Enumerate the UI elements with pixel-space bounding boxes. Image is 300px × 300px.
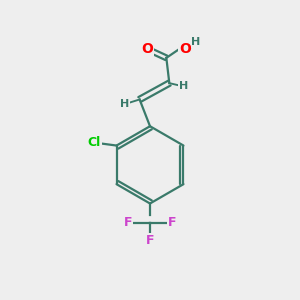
- Text: H: H: [191, 38, 201, 47]
- Text: F: F: [124, 216, 132, 229]
- Text: O: O: [141, 42, 153, 56]
- Text: F: F: [146, 234, 154, 247]
- Text: O: O: [179, 42, 191, 56]
- Text: H: H: [179, 81, 188, 91]
- Text: H: H: [120, 99, 129, 109]
- Text: Cl: Cl: [88, 136, 101, 149]
- Text: F: F: [168, 216, 176, 229]
